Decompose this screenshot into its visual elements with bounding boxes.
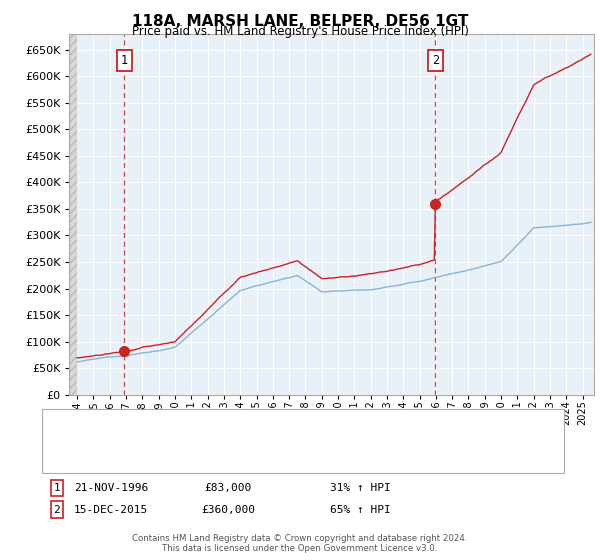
- Text: 31% ↑ HPI: 31% ↑ HPI: [329, 483, 391, 493]
- Text: 2: 2: [431, 54, 439, 67]
- Text: 1: 1: [53, 483, 61, 493]
- Text: 15-DEC-2015: 15-DEC-2015: [74, 505, 148, 515]
- Text: 2: 2: [53, 505, 61, 515]
- Text: £83,000: £83,000: [205, 483, 251, 493]
- Polygon shape: [69, 34, 77, 395]
- Text: 1: 1: [121, 54, 128, 67]
- Text: Price paid vs. HM Land Registry's House Price Index (HPI): Price paid vs. HM Land Registry's House …: [131, 25, 469, 38]
- Text: 21-NOV-1996: 21-NOV-1996: [74, 483, 148, 493]
- Text: HPI: Average price, detached house, Amber Valley: HPI: Average price, detached house, Ambe…: [93, 451, 355, 461]
- Text: 118A, MARSH LANE, BELPER, DE56 1GT (detached house): 118A, MARSH LANE, BELPER, DE56 1GT (deta…: [93, 423, 394, 433]
- Text: 118A, MARSH LANE, BELPER, DE56 1GT: 118A, MARSH LANE, BELPER, DE56 1GT: [132, 14, 468, 29]
- Text: Contains HM Land Registry data © Crown copyright and database right 2024.
This d: Contains HM Land Registry data © Crown c…: [132, 534, 468, 553]
- Text: £360,000: £360,000: [201, 505, 255, 515]
- Text: 65% ↑ HPI: 65% ↑ HPI: [329, 505, 391, 515]
